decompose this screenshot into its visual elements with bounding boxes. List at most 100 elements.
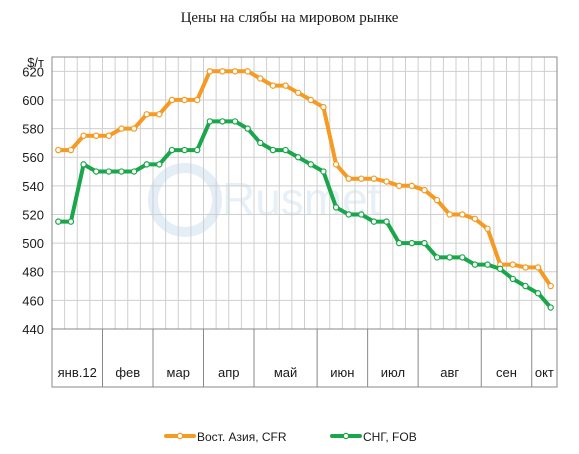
data-point bbox=[498, 266, 503, 271]
chart-legend: Вост. Азия, CFR СНГ, FOB bbox=[166, 430, 417, 444]
data-point bbox=[409, 241, 414, 246]
data-point bbox=[485, 226, 490, 231]
data-point bbox=[321, 105, 326, 110]
data-point bbox=[308, 162, 313, 167]
y-tick-label: 480 bbox=[22, 265, 44, 280]
data-point bbox=[56, 147, 61, 152]
data-point bbox=[535, 291, 540, 296]
data-point bbox=[359, 212, 364, 217]
data-point bbox=[548, 283, 553, 288]
data-point bbox=[333, 162, 338, 167]
y-tick-label: 580 bbox=[22, 122, 44, 137]
data-point bbox=[283, 83, 288, 88]
data-point bbox=[169, 97, 174, 102]
data-point bbox=[422, 188, 427, 193]
data-point bbox=[157, 112, 162, 117]
data-point bbox=[523, 283, 528, 288]
data-point bbox=[245, 69, 250, 74]
data-point bbox=[472, 216, 477, 221]
data-point bbox=[56, 219, 61, 224]
x-tick-label: авг bbox=[440, 365, 459, 380]
y-tick-label: 560 bbox=[22, 150, 44, 165]
data-point bbox=[144, 162, 149, 167]
data-point bbox=[94, 133, 99, 138]
y-tick-label: 500 bbox=[22, 236, 44, 251]
watermark-text: Rusmet bbox=[222, 173, 381, 225]
data-point bbox=[195, 147, 200, 152]
data-point bbox=[81, 133, 86, 138]
y-axis-label: $/т bbox=[27, 55, 44, 70]
data-point bbox=[207, 119, 212, 124]
data-point bbox=[346, 212, 351, 217]
data-point bbox=[434, 198, 439, 203]
y-tick-label: 440 bbox=[22, 322, 44, 337]
data-point bbox=[523, 265, 528, 270]
x-tick-label: янв.12 bbox=[58, 365, 97, 380]
data-point bbox=[81, 162, 86, 167]
x-tick-label: сен bbox=[496, 365, 517, 380]
x-tick-label: июл bbox=[381, 365, 405, 380]
data-point bbox=[207, 69, 212, 74]
y-tick-label: 460 bbox=[22, 293, 44, 308]
y-tick-label: 600 bbox=[22, 93, 44, 108]
data-point bbox=[548, 305, 553, 310]
data-point bbox=[333, 205, 338, 210]
data-point bbox=[195, 97, 200, 102]
data-point bbox=[447, 212, 452, 217]
data-point bbox=[245, 126, 250, 131]
data-point bbox=[397, 183, 402, 188]
x-tick-label: июн bbox=[330, 365, 354, 380]
x-tick-label: апр bbox=[218, 365, 240, 380]
data-point bbox=[258, 76, 263, 81]
data-point bbox=[68, 147, 73, 152]
data-point bbox=[409, 183, 414, 188]
data-point bbox=[308, 97, 313, 102]
data-point bbox=[232, 119, 237, 124]
data-point bbox=[460, 212, 465, 217]
data-point bbox=[220, 119, 225, 124]
data-point bbox=[485, 262, 490, 267]
data-point bbox=[131, 126, 136, 131]
data-point bbox=[346, 176, 351, 181]
data-point bbox=[535, 265, 540, 270]
data-point bbox=[119, 126, 124, 131]
legend-label: СНГ, FOB bbox=[363, 430, 417, 444]
data-point bbox=[182, 147, 187, 152]
data-point bbox=[321, 169, 326, 174]
data-point bbox=[270, 83, 275, 88]
data-point bbox=[270, 147, 275, 152]
data-point bbox=[144, 112, 149, 117]
y-tick-label: 520 bbox=[22, 207, 44, 222]
data-point bbox=[119, 169, 124, 174]
data-point bbox=[157, 162, 162, 167]
legend-item-cis-fob: СНГ, FOB bbox=[332, 430, 417, 444]
data-point bbox=[182, 97, 187, 102]
legend-label: Вост. Азия, CFR bbox=[197, 430, 287, 444]
data-point bbox=[131, 169, 136, 174]
data-point bbox=[371, 219, 376, 224]
legend-swatch-marker bbox=[177, 433, 182, 438]
data-point bbox=[68, 219, 73, 224]
data-point bbox=[472, 262, 477, 267]
data-point bbox=[106, 169, 111, 174]
x-tick-label: окт bbox=[535, 365, 554, 380]
x-tick-label: мар bbox=[167, 365, 190, 380]
data-point bbox=[434, 255, 439, 260]
y-tick-label: 540 bbox=[22, 179, 44, 194]
data-point bbox=[510, 262, 515, 267]
data-point bbox=[460, 255, 465, 260]
data-point bbox=[296, 90, 301, 95]
data-point bbox=[94, 169, 99, 174]
data-point bbox=[258, 140, 263, 145]
data-point bbox=[397, 241, 402, 246]
x-tick-label: май bbox=[274, 365, 297, 380]
data-point bbox=[384, 179, 389, 184]
data-point bbox=[359, 176, 364, 181]
x-tick-label: фев bbox=[115, 365, 140, 380]
data-point bbox=[283, 147, 288, 152]
legend-swatch-marker bbox=[343, 433, 348, 438]
data-point bbox=[447, 255, 452, 260]
data-point bbox=[422, 241, 427, 246]
data-point bbox=[106, 133, 111, 138]
